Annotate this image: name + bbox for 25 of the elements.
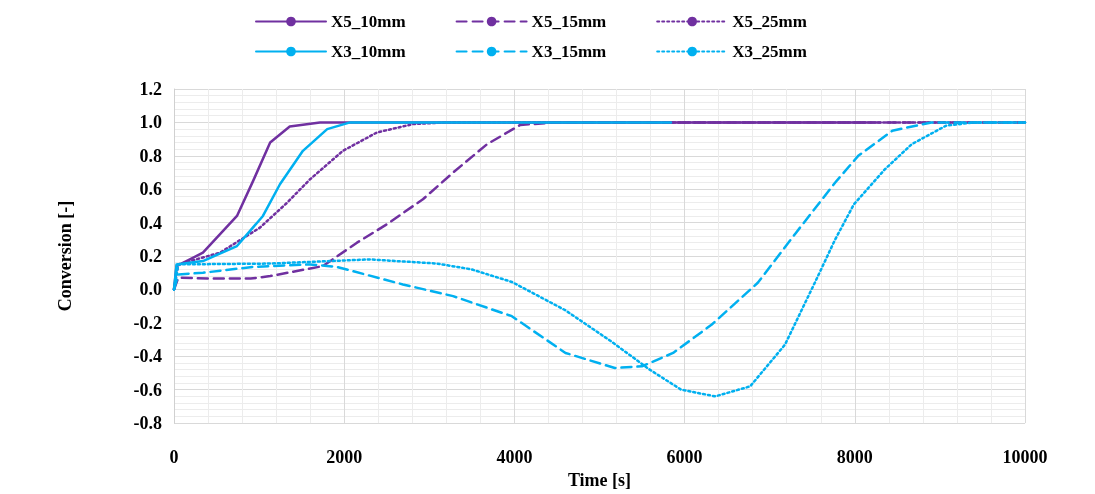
x-tick-label: 0 [169,447,179,468]
x-tick-label: 6000 [666,447,703,468]
y-tick-label: -0.8 [133,413,162,434]
y-tick-label: -0.4 [133,346,162,367]
y-tick-label: 1.2 [139,79,162,99]
y-tick-label: 0.6 [139,179,162,200]
x-tick-label: 8000 [836,447,873,468]
y-axis-title: Conversion [-] [55,200,75,312]
y-tick-label: -0.2 [133,312,162,333]
x-tick-label: 10000 [1002,447,1048,468]
y-tick-label: 0.2 [139,246,162,267]
legend-label: X3_10mm [331,42,406,61]
legend-label: X3_25mm [732,42,807,61]
legend-label: X3_15mm [531,42,607,61]
x-axis-title: Time [s] [567,470,632,490]
y-tick-label: 0.0 [139,279,162,300]
x-tick-label: 4000 [496,447,533,468]
y-tick-label: 0.8 [139,145,162,166]
y-tick-label: 0.4 [139,212,162,233]
legend-label: X5_15mm [531,12,607,31]
y-tick-label: -0.6 [133,379,162,400]
x-tick-label: 2000 [326,447,363,468]
legend-label: X5_10mm [331,12,406,31]
y-tick-label: 1.0 [139,112,162,133]
legend-label: X5_25mm [732,12,807,31]
